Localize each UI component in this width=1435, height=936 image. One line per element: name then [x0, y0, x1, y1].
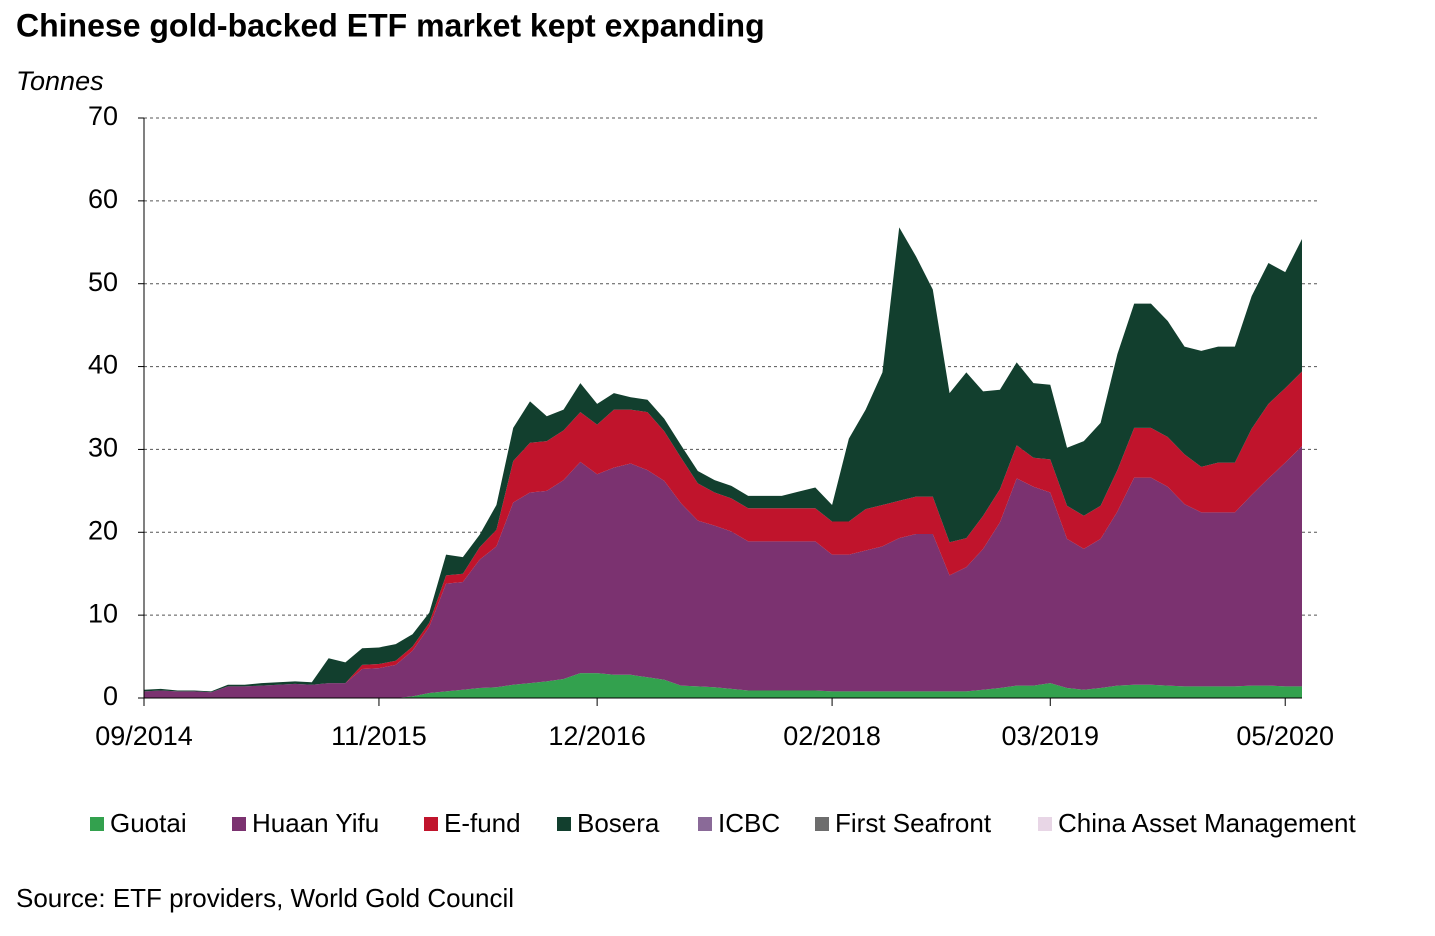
- area: [144, 371, 1302, 693]
- legend-label: Guotai: [110, 808, 187, 838]
- legend-swatch: [1038, 817, 1052, 831]
- y-tick-label: 20: [88, 515, 118, 545]
- y-tick-label: 0: [103, 681, 118, 711]
- legend-swatch: [424, 817, 438, 831]
- legend-label: Bosera: [577, 808, 660, 838]
- x-tick-label: 11/2015: [331, 721, 427, 751]
- y-tick-label: 40: [88, 350, 118, 380]
- legend-swatch: [90, 817, 104, 831]
- x-tick-label: 09/2014: [95, 721, 193, 751]
- legend-swatch: [557, 817, 571, 831]
- y-tick-label: 50: [88, 267, 118, 297]
- legend-label: ICBC: [718, 808, 780, 838]
- area: [144, 227, 1302, 693]
- legend-label: China Asset Management: [1058, 808, 1357, 838]
- x-tick-label: 05/2020: [1236, 721, 1334, 751]
- y-tick-label: 10: [88, 598, 118, 628]
- y-tick-label: 70: [88, 101, 118, 131]
- legend-label: Huaan Yifu: [252, 808, 379, 838]
- legend-label: First Seafront: [835, 808, 992, 838]
- y-tick-label: 60: [88, 184, 118, 214]
- area: [144, 446, 1302, 698]
- source: Source: ETF providers, World Gold Counci…: [16, 883, 514, 913]
- y-tick-label: 30: [88, 433, 118, 463]
- y-axis-label: Tonnes: [16, 66, 104, 96]
- x-tick-label: 03/2019: [1001, 721, 1099, 751]
- legend-swatch: [815, 817, 829, 831]
- x-tick-label: 02/2018: [783, 721, 881, 751]
- x-tick-label: 12/2016: [548, 721, 646, 751]
- legend-swatch: [232, 817, 246, 831]
- legend-swatch: [698, 817, 712, 831]
- area: [144, 673, 1302, 698]
- legend-label: E-fund: [444, 808, 521, 838]
- chart-title: Chinese gold-backed ETF market kept expa…: [16, 7, 765, 43]
